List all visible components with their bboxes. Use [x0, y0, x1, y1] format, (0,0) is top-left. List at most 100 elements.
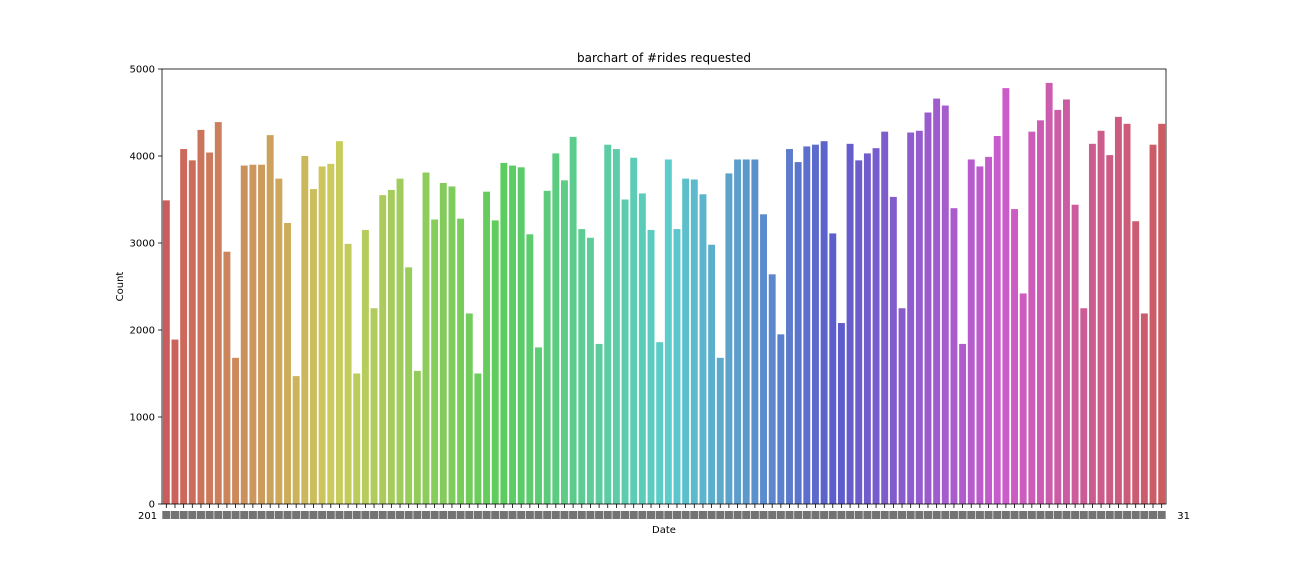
bar	[1106, 155, 1114, 504]
bar	[344, 243, 352, 504]
bar	[690, 179, 698, 505]
bar	[664, 159, 672, 505]
x-tick-label-overlap	[785, 511, 794, 519]
x-tick-label-overlap	[404, 511, 413, 519]
bar	[837, 323, 845, 504]
bar	[578, 229, 586, 504]
bar	[284, 222, 291, 505]
bar	[387, 189, 395, 504]
bar	[993, 135, 1001, 505]
bar	[950, 208, 958, 504]
y-tick-label: 4000	[130, 152, 155, 163]
x-tick-label-overlap	[776, 511, 785, 519]
bar	[301, 156, 309, 504]
x-axis-label: Date	[652, 525, 676, 536]
bar	[794, 162, 802, 504]
x-tick-label-overlap	[326, 511, 335, 519]
x-tick-label-overlap	[465, 511, 474, 519]
x-tick-label-overlap	[1071, 511, 1080, 519]
bar	[863, 153, 871, 504]
x-tick-label-overlap	[1010, 511, 1019, 519]
x-tick-label-overlap	[525, 511, 534, 519]
bar	[1011, 209, 1018, 504]
x-tick-label-overlap	[828, 511, 837, 519]
x-tick-label-overlap	[629, 511, 638, 519]
x-tick-label-overlap	[811, 511, 820, 519]
bar	[898, 308, 906, 504]
x-tick-label-overlap	[560, 511, 569, 519]
x-tick-label-overlap	[1027, 511, 1036, 519]
bar	[1149, 144, 1157, 504]
bar	[933, 98, 941, 504]
bar	[734, 159, 742, 505]
bar	[872, 148, 880, 505]
x-tick-label-overlap	[335, 511, 344, 519]
x-tick-label-overlap	[188, 511, 197, 519]
bar	[915, 130, 923, 504]
bar	[959, 343, 967, 504]
x-tick-label-overlap	[430, 511, 439, 519]
bar	[1045, 82, 1053, 505]
bar	[829, 233, 837, 504]
x-tick-label-overlap	[1019, 511, 1028, 519]
y-axis-ticks: 0 1000 2000 3000 4000 5000	[130, 65, 162, 511]
bar	[258, 164, 265, 504]
bar	[768, 274, 776, 504]
bar	[335, 141, 343, 504]
bar	[448, 186, 456, 504]
x-tick-label-overlap	[309, 511, 318, 519]
bar	[985, 156, 993, 504]
x-tick-label-overlap	[1157, 511, 1166, 519]
x-tick-label-overlap	[577, 511, 586, 519]
bar	[232, 357, 240, 504]
x-tick-label-overlap	[196, 511, 205, 519]
x-tick-label-overlap	[716, 511, 725, 519]
x-tick-label-overlap	[1097, 511, 1106, 519]
x-tick-label-overlap	[551, 511, 560, 519]
bar	[777, 334, 785, 504]
x-tick-label-overlap	[941, 511, 950, 519]
x-tick-label-overlap	[698, 511, 707, 519]
x-tick-label-overlap	[1079, 511, 1088, 519]
bar	[647, 229, 655, 504]
x-tick-label-overlap	[222, 511, 231, 519]
x-tick-label-overlap	[248, 511, 257, 519]
x-tick-label-overlap	[499, 511, 508, 519]
bar	[457, 218, 465, 504]
bar	[292, 376, 300, 504]
bar	[517, 167, 525, 504]
x-tick-label-overlap	[794, 511, 803, 519]
bar	[474, 373, 482, 504]
bar	[1054, 109, 1062, 504]
x-tick-label-overlap	[283, 511, 292, 519]
bar	[1037, 120, 1044, 504]
x-tick-label-overlap	[231, 511, 240, 519]
bar	[535, 347, 542, 504]
x-tick-label-overlap	[898, 511, 907, 519]
x-tick-label-overlap	[638, 511, 647, 519]
x-tick-label-overlap	[724, 511, 733, 519]
bar	[240, 165, 248, 504]
y-tick-label: 3000	[130, 239, 155, 250]
x-tick-label-overlap	[655, 511, 664, 519]
x-tick-label-overlap	[1001, 511, 1010, 519]
bar	[889, 196, 897, 504]
x-tick-label-overlap	[854, 511, 863, 519]
x-tick-label-overlap	[958, 511, 967, 519]
bar	[353, 373, 361, 504]
bar	[716, 357, 724, 504]
bar	[206, 152, 214, 504]
bar	[682, 178, 690, 504]
x-tick-label-overlap	[915, 511, 924, 519]
x-tick-label-overlap	[586, 511, 595, 519]
x-tick-label-overlap	[707, 511, 716, 519]
x-tick-label-overlap	[759, 511, 768, 519]
x-tick-label-overlap	[1045, 511, 1054, 519]
bar	[526, 234, 534, 505]
bar	[812, 144, 819, 504]
bar	[318, 166, 326, 504]
bar	[924, 112, 932, 504]
x-tick-label-overlap	[240, 511, 249, 519]
x-tick-label-overlap	[517, 511, 526, 519]
x-tick-label-overlap	[647, 511, 656, 519]
